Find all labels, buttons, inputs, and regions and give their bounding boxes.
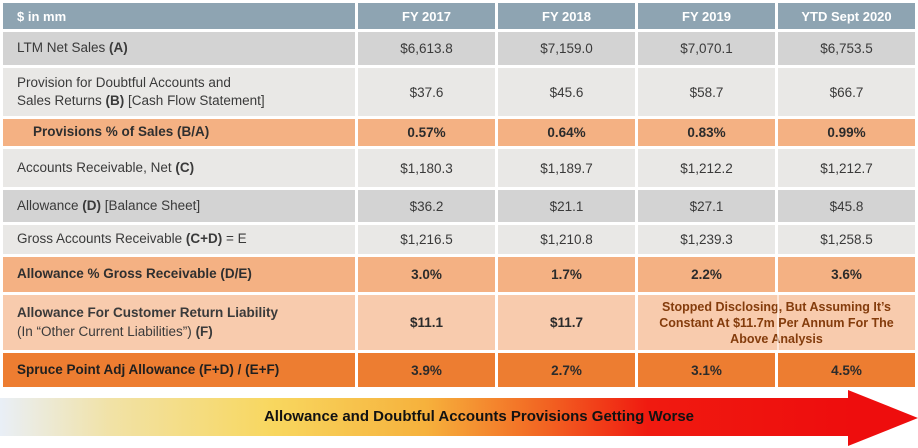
cell-ltm-net-sales-2: $7,159.0 (498, 32, 635, 65)
cell-allowance-pct-gross-receivable-3: 2.2% (638, 257, 775, 292)
cell-gross-accounts-receivable-3: $1,239.3 (638, 225, 775, 254)
cell-accounts-receivable-net-4: $1,212.7 (778, 149, 915, 187)
cell-allowance-balance-sheet-4: $45.8 (778, 190, 915, 222)
cell-allowance-customer-return-liability-1: $11.1 (358, 295, 495, 350)
table-row-allowance-customer-return-liability: Allowance For Customer Return Liability(… (3, 295, 915, 350)
cell-spruce-point-adj-allowance-1: 3.9% (358, 353, 495, 387)
row-label-spruce-point-adj-allowance: Spruce Point Adj Allowance (F+D) / (E+F) (3, 353, 355, 387)
trend-arrow-banner: Allowance and Doubtful Accounts Provisio… (0, 390, 918, 448)
cell-ltm-net-sales-4: $6,753.5 (778, 32, 915, 65)
arrow-head-icon (848, 390, 918, 446)
cell-spruce-point-adj-allowance-2: 2.7% (498, 353, 635, 387)
banner-text: Allowance and Doubtful Accounts Provisio… (263, 408, 695, 425)
cell-allowance-balance-sheet-1: $36.2 (358, 190, 495, 222)
row-label-provisions-pct-of-sales: Provisions % of Sales (B/A) (3, 119, 355, 146)
table-row-provisions-pct-of-sales: Provisions % of Sales (B/A) 0.57% 0.64% 0.8… (3, 119, 915, 146)
row-label-gross-accounts-receivable: Gross Accounts Receivable (C+D) = E (3, 225, 355, 254)
row-label-allowance-balance-sheet: Allowance (D) [Balance Sheet] (3, 190, 355, 222)
row-label-accounts-receivable-net: Accounts Receivable, Net (C) (3, 149, 355, 187)
cell-provisions-pct-of-sales-3: 0.83% (638, 119, 775, 146)
cell-allowance-balance-sheet-2: $21.1 (498, 190, 635, 222)
units-label: $ in mm (3, 3, 355, 29)
table-row-gross-accounts-receivable: Gross Accounts Receivable (C+D) = E $1,21… (3, 225, 915, 254)
header-row: $ in mm FY 2017 FY 2018 FY 2019 YTD Sept 20… (3, 3, 915, 29)
row-label-ltm-net-sales: LTM Net Sales (A) (3, 32, 355, 65)
table-row-accounts-receivable-net: Accounts Receivable, Net (C) $1,180.3 $1,1… (3, 149, 915, 187)
financial-table: $ in mm FY 2017 FY 2018 FY 2019 YTD Sept 20… (3, 3, 915, 387)
column-header-4: YTD Sept 2020 (778, 3, 915, 29)
table-row-provision-doubtful-accounts: Provision for Doubtful Accounts and Sales… (3, 68, 915, 116)
cell-provisions-pct-of-sales-1: 0.57% (358, 119, 495, 146)
cell-spruce-point-adj-allowance-4: 4.5% (778, 353, 915, 387)
cell-allowance-pct-gross-receivable-2: 1.7% (498, 257, 635, 292)
cell-allowance-pct-gross-receivable-1: 3.0% (358, 257, 495, 292)
row-label-allowance-customer-return-liability: Allowance For Customer Return Liability(… (3, 295, 355, 350)
cell-provisions-pct-of-sales-4: 0.99% (778, 119, 915, 146)
arrow-gradient-bar (0, 398, 852, 436)
cell-allowance-pct-gross-receivable-4: 3.6% (778, 257, 915, 292)
cell-provision-doubtful-accounts-2: $45.6 (498, 68, 635, 116)
cell-accounts-receivable-net-2: $1,189.7 (498, 149, 635, 187)
column-header-2: FY 2018 (498, 3, 635, 29)
cell-accounts-receivable-net-1: $1,180.3 (358, 149, 495, 187)
column-header-1: FY 2017 (358, 3, 495, 29)
cell-spruce-point-adj-allowance-3: 3.1% (638, 353, 775, 387)
cell-gross-accounts-receivable-2: $1,210.8 (498, 225, 635, 254)
merged-cell-divider (776, 295, 779, 350)
merged-note-allowance-customer-return-liability: Stopped Disclosing, But Assuming It’s Co… (638, 295, 915, 350)
row-label-allowance-pct-gross-receivable: Allowance % Gross Receivable (D/E) (3, 257, 355, 292)
cell-accounts-receivable-net-3: $1,212.2 (638, 149, 775, 187)
table-row-allowance-balance-sheet: Allowance (D) [Balance Sheet] $36.2 $21.1 $… (3, 190, 915, 222)
cell-provision-doubtful-accounts-3: $58.7 (638, 68, 775, 116)
cell-provision-doubtful-accounts-4: $66.7 (778, 68, 915, 116)
cell-allowance-balance-sheet-3: $27.1 (638, 190, 775, 222)
column-header-3: FY 2019 (638, 3, 775, 29)
table-row-spruce-point-adj-allowance: Spruce Point Adj Allowance (F+D) / (E+F)… (3, 353, 915, 387)
cell-allowance-customer-return-liability-2: $11.7 (498, 295, 635, 350)
cell-ltm-net-sales-3: $7,070.1 (638, 32, 775, 65)
table-row-ltm-net-sales: LTM Net Sales (A) $6,613.8 $7,159.0 $7,070.… (3, 32, 915, 65)
cell-gross-accounts-receivable-1: $1,216.5 (358, 225, 495, 254)
cell-ltm-net-sales-1: $6,613.8 (358, 32, 495, 65)
cell-provisions-pct-of-sales-2: 0.64% (498, 119, 635, 146)
cell-gross-accounts-receivable-4: $1,258.5 (778, 225, 915, 254)
cell-provision-doubtful-accounts-1: $37.6 (358, 68, 495, 116)
table-row-allowance-pct-gross-receivable: Allowance % Gross Receivable (D/E) 3.0% 1.… (3, 257, 915, 292)
row-label-provision-doubtful-accounts: Provision for Doubtful Accounts and Sales… (3, 68, 355, 116)
